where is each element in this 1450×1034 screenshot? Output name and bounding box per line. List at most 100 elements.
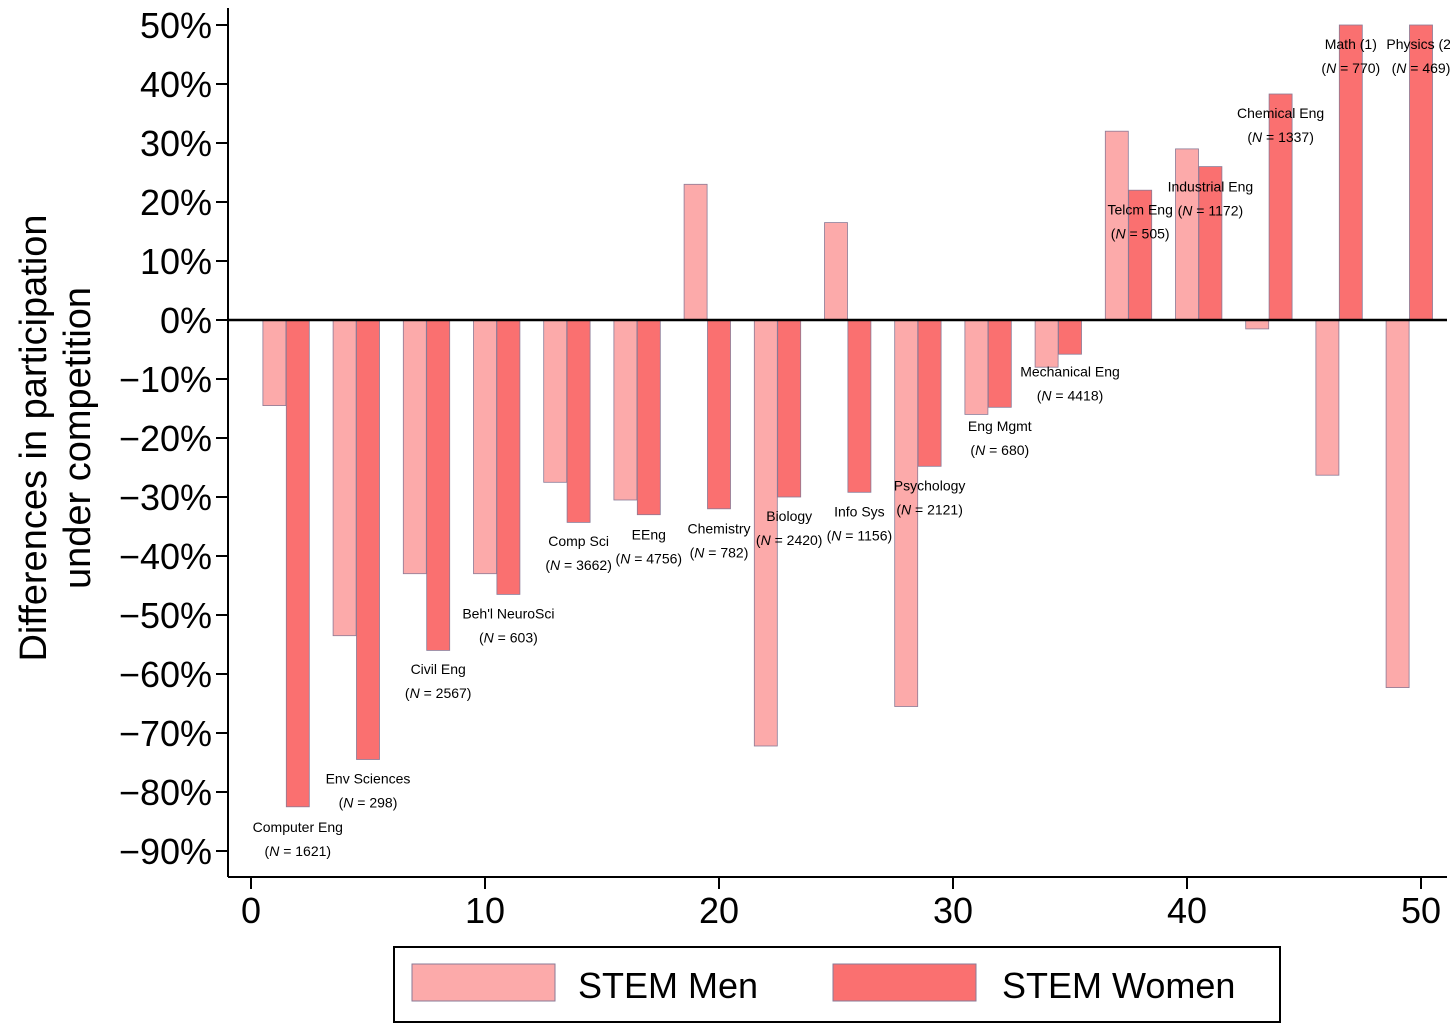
bar-annotation: Biology (N = 2420) [756, 508, 823, 548]
y-tick-label: 20% [140, 182, 212, 223]
annotation-n: (N = 2420) [756, 532, 823, 548]
bars-layer [262, 24, 1433, 808]
bar-annotation: Chemistry (N = 782) [687, 521, 750, 561]
annotation-label: Civil Eng [411, 661, 466, 677]
annotation-label: Physics (2) [1386, 36, 1450, 52]
legend-swatch-men [411, 963, 556, 1002]
annotation-label: Env Sciences [326, 771, 411, 787]
y-tick-label: −20% [119, 418, 212, 459]
annotation-n: (N = 1172) [1178, 202, 1244, 218]
bar-women-2 [356, 319, 380, 760]
y-tick-label: 50% [140, 5, 212, 46]
bar-men-9 [824, 222, 848, 321]
bar-annotation: Psychology (N = 2121) [894, 478, 966, 518]
bar-women-1 [285, 319, 310, 808]
annotation-label: Eng Mgmt [968, 418, 1032, 434]
bar-men-14 [1175, 148, 1199, 321]
x-tick-label: 30 [933, 890, 973, 931]
bar-men-6 [613, 319, 638, 501]
bar-men-2 [332, 319, 357, 637]
bar-women-15 [1268, 93, 1293, 321]
annotation-n: (N = 298) [339, 795, 398, 811]
bar-men-5 [543, 319, 568, 483]
annotation-n: (N = 505) [1111, 225, 1170, 241]
bar-men-12 [1034, 319, 1059, 368]
legend-label-women: STEM Women [1002, 965, 1235, 1006]
annotation-label: Comp Sci [548, 533, 609, 549]
bar-women-4 [496, 319, 521, 595]
annotations-layer: Computer Eng (N = 1621) Env Sciences (N = 2… [253, 36, 1450, 859]
annotation-n: (N = 782) [690, 545, 749, 561]
annotation-label: Biology [766, 508, 812, 524]
x-tick-label: 40 [1167, 890, 1207, 931]
y-tick-label: −40% [119, 536, 212, 577]
bar-annotation: Computer Eng (N = 1621) [253, 819, 343, 859]
annotation-n: (N = 1621) [265, 843, 332, 859]
y-tick-label: −80% [119, 772, 212, 813]
y-tick-label: −50% [119, 595, 212, 636]
bar-annotation: Comp Sci (N = 3662) [545, 533, 612, 573]
y-axis-title-line2: under competition [57, 287, 99, 589]
bar-women-6 [636, 319, 661, 516]
bar-annotation: Telcm Eng (N = 505) [1108, 201, 1173, 241]
bar-annotation: Math (1) (N = 770) [1321, 36, 1380, 76]
annotation-label: Math (1) [1325, 36, 1377, 52]
bar-annotation: Info Sys (N = 1156) [827, 503, 893, 543]
annotation-label: Info Sys [834, 503, 885, 519]
bar-men-3 [402, 319, 427, 575]
annotation-n: (N = 770) [1321, 60, 1380, 76]
x-tick-label: 0 [241, 890, 261, 931]
bar-women-10 [917, 319, 942, 467]
legend-swatch-women [832, 963, 977, 1002]
annotation-label: EEng [632, 526, 666, 542]
x-tick-label: 50 [1401, 890, 1441, 931]
y-tick-label: −30% [119, 477, 212, 518]
annotation-label: Chemical Eng [1237, 105, 1324, 121]
annotation-n: (N = 1156) [827, 527, 893, 543]
annotation-n: (N = 1337) [1247, 129, 1314, 145]
bar-annotation: EEng (N = 4756) [616, 526, 683, 566]
bar-annotation: Industrial Eng (N = 1172) [1168, 178, 1254, 218]
x-tick-label: 20 [699, 890, 739, 931]
bar-annotation: Env Sciences (N = 298) [326, 771, 411, 811]
legend-label-men: STEM Men [578, 965, 758, 1006]
annotation-n: (N = 3662) [545, 557, 612, 573]
y-axis-title-line1: Differences in participation [13, 214, 55, 661]
bar-men-17 [1385, 319, 1410, 689]
annotation-label: Beh'l NeuroSci [462, 606, 554, 622]
annotation-label: Industrial Eng [1168, 178, 1254, 194]
y-tick-label: 10% [140, 241, 212, 282]
y-tick-label: −10% [119, 359, 212, 400]
bar-men-11 [964, 319, 989, 415]
annotation-label: Psychology [894, 478, 966, 494]
annotation-n: (N = 4418) [1037, 388, 1104, 404]
legend: STEM Men STEM Women [393, 946, 1281, 1023]
y-tick-label: −60% [119, 654, 212, 695]
y-tick-label: 30% [140, 123, 212, 164]
annotation-n: (N = 2567) [405, 685, 472, 701]
bar-annotation: Civil Eng (N = 2567) [405, 661, 472, 701]
annotation-label: Computer Eng [253, 819, 343, 835]
annotation-n: (N = 680) [970, 442, 1029, 458]
bar-women-11 [987, 319, 1012, 408]
y-axis-title: Differences in participation under compe… [13, 214, 99, 661]
bar-annotation: Mechanical Eng (N = 4418) [1020, 364, 1120, 404]
bar-women-3 [426, 319, 451, 651]
bar-annotation: Chemical Eng (N = 1337) [1237, 105, 1324, 145]
bar-women-5 [566, 319, 591, 523]
bar-women-12 [1058, 319, 1082, 355]
annotation-n: (N = 4756) [616, 550, 683, 566]
y-tick-label: −70% [119, 713, 212, 754]
x-tick-label: 10 [465, 890, 505, 931]
annotation-label: Mechanical Eng [1020, 364, 1120, 380]
bar-annotation: Physics (2) (N = 469) [1386, 36, 1450, 76]
y-tick-label: 0% [160, 300, 212, 341]
axes-layer: −90% −80% −70% −60% −50% −40% −30% −20% −10% 0% 10… [119, 5, 1447, 931]
annotation-label: Telcm Eng [1108, 201, 1173, 217]
bar-women-7 [707, 319, 731, 510]
annotation-n: (N = 603) [479, 630, 538, 646]
bar-women-9 [847, 319, 872, 493]
y-tick-label: 40% [140, 64, 212, 105]
annotation-n: (N = 2121) [896, 502, 963, 518]
annotation-n: (N = 469) [1392, 60, 1450, 76]
